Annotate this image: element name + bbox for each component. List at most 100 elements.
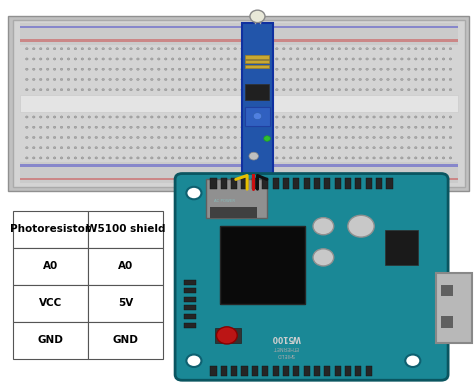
Circle shape <box>380 136 383 138</box>
Circle shape <box>442 68 445 70</box>
Circle shape <box>269 58 271 60</box>
Circle shape <box>359 116 362 118</box>
Circle shape <box>39 78 42 81</box>
Circle shape <box>220 89 223 91</box>
FancyBboxPatch shape <box>175 174 448 380</box>
Circle shape <box>26 147 28 149</box>
Circle shape <box>227 157 229 159</box>
Circle shape <box>393 147 396 149</box>
Circle shape <box>373 147 375 149</box>
Text: W5100: W5100 <box>271 333 301 342</box>
Circle shape <box>421 78 424 81</box>
Circle shape <box>435 157 438 159</box>
Circle shape <box>144 157 146 159</box>
Circle shape <box>401 116 403 118</box>
Circle shape <box>359 78 362 81</box>
Circle shape <box>275 68 278 70</box>
Circle shape <box>275 157 278 159</box>
Circle shape <box>262 136 264 138</box>
Circle shape <box>393 157 396 159</box>
Circle shape <box>157 89 160 91</box>
Circle shape <box>255 116 257 118</box>
Circle shape <box>352 126 355 128</box>
Circle shape <box>331 116 334 118</box>
Circle shape <box>157 48 160 50</box>
Circle shape <box>185 89 188 91</box>
Circle shape <box>283 89 285 91</box>
Circle shape <box>442 147 445 149</box>
Circle shape <box>313 249 334 266</box>
Circle shape <box>164 136 167 138</box>
Circle shape <box>414 157 417 159</box>
Circle shape <box>421 68 424 70</box>
Circle shape <box>32 68 35 70</box>
Circle shape <box>366 48 368 50</box>
Circle shape <box>275 136 278 138</box>
Circle shape <box>442 58 445 60</box>
Circle shape <box>359 126 362 128</box>
Circle shape <box>317 89 320 91</box>
Circle shape <box>164 157 167 159</box>
Circle shape <box>234 89 237 91</box>
Circle shape <box>213 147 216 149</box>
Circle shape <box>421 147 424 149</box>
Circle shape <box>296 126 299 128</box>
Circle shape <box>39 116 42 118</box>
Bar <box>246 55 269 59</box>
Circle shape <box>387 116 389 118</box>
Circle shape <box>366 78 368 81</box>
Circle shape <box>227 48 229 50</box>
Circle shape <box>130 136 132 138</box>
Circle shape <box>414 78 417 81</box>
Circle shape <box>74 136 77 138</box>
Circle shape <box>401 147 403 149</box>
Bar <box>241 178 247 189</box>
Circle shape <box>296 48 299 50</box>
Circle shape <box>185 78 188 81</box>
Circle shape <box>241 126 244 128</box>
Circle shape <box>67 147 70 149</box>
Circle shape <box>26 116 28 118</box>
Bar <box>184 297 196 302</box>
Circle shape <box>192 147 195 149</box>
Circle shape <box>26 89 28 91</box>
Circle shape <box>269 48 271 50</box>
Circle shape <box>53 89 56 91</box>
Circle shape <box>185 126 188 128</box>
Bar <box>293 178 300 189</box>
Circle shape <box>359 157 362 159</box>
Circle shape <box>275 147 278 149</box>
Circle shape <box>234 157 237 159</box>
Circle shape <box>428 58 431 60</box>
Circle shape <box>192 48 195 50</box>
Bar <box>231 178 237 189</box>
Bar <box>283 178 289 189</box>
Circle shape <box>373 48 375 50</box>
Circle shape <box>241 48 244 50</box>
Circle shape <box>171 157 174 159</box>
Circle shape <box>249 152 258 160</box>
Circle shape <box>408 136 410 138</box>
Circle shape <box>95 157 98 159</box>
Text: VCC: VCC <box>39 298 62 308</box>
Circle shape <box>206 147 209 149</box>
Circle shape <box>227 78 229 81</box>
Circle shape <box>442 126 445 128</box>
Circle shape <box>283 58 285 60</box>
Circle shape <box>60 48 63 50</box>
Circle shape <box>324 89 327 91</box>
Circle shape <box>102 136 105 138</box>
Circle shape <box>401 126 403 128</box>
Circle shape <box>283 126 285 128</box>
Circle shape <box>366 58 368 60</box>
Circle shape <box>32 126 35 128</box>
Circle shape <box>262 116 264 118</box>
Circle shape <box>449 48 452 50</box>
Circle shape <box>81 68 84 70</box>
Circle shape <box>414 68 417 70</box>
Circle shape <box>26 48 28 50</box>
Circle shape <box>199 68 202 70</box>
Circle shape <box>380 58 383 60</box>
Circle shape <box>39 147 42 149</box>
Circle shape <box>401 68 403 70</box>
